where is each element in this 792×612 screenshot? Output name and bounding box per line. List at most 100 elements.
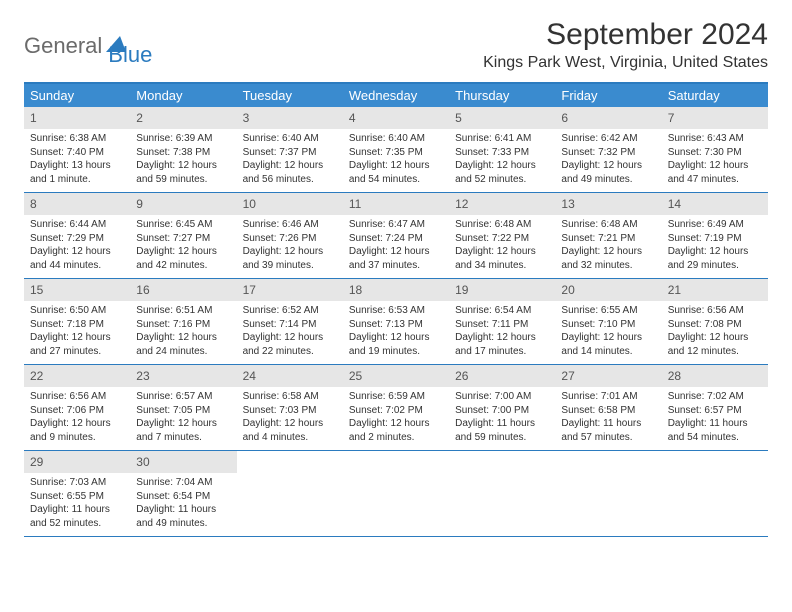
- sunrise-line: Sunrise: 7:00 AM: [455, 390, 549, 404]
- day-body: Sunrise: 6:43 AMSunset: 7:30 PMDaylight:…: [662, 129, 768, 192]
- day-cell: 15Sunrise: 6:50 AMSunset: 7:18 PMDayligh…: [24, 279, 130, 364]
- day-cell: 24 Sunrise: 6:58 AMSunset: 7:03 PMDayligh…: [237, 365, 343, 450]
- title-block: September 2024 Kings Park West, Virginia…: [483, 18, 768, 72]
- day-number-bar: 6: [555, 107, 661, 129]
- day-body: Sunrise: 6:40 AMSunset: 7:35 PMDaylight:…: [343, 129, 449, 192]
- day-body: Sunrise: 6:53 AMSunset: 7:13 PMDaylight:…: [343, 301, 449, 364]
- day-number: 1: [30, 111, 37, 125]
- day-cell: 13Sunrise: 6:48 AMSunset: 7:21 PMDayligh…: [555, 193, 661, 278]
- sunset-line: Sunset: 6:57 PM: [668, 404, 762, 418]
- day-number: 26: [455, 369, 468, 383]
- day-number-bar: 15: [24, 279, 130, 301]
- sunrise-line: Sunrise: 6:53 AM: [349, 304, 443, 318]
- day-cell: 1 Sunrise: 6:38 AMSunset: 7:40 PMDaylight…: [24, 107, 130, 192]
- day-cell-empty: [449, 451, 555, 536]
- daylight-line: Daylight: 12 hours and 9 minutes.: [30, 417, 124, 444]
- day-number: 28: [668, 369, 681, 383]
- daylight-line: Daylight: 12 hours and 34 minutes.: [455, 245, 549, 272]
- week-row: 1Sunrise: 6:38 AMSunset: 7:40 PMDaylight…: [24, 107, 768, 193]
- week-row: 15Sunrise: 6:50 AMSunset: 7:18 PMDayligh…: [24, 279, 768, 365]
- day-number: 7: [668, 111, 675, 125]
- day-number-bar: 2: [130, 107, 236, 129]
- sunrise-line: Sunrise: 6:49 AM: [668, 218, 762, 232]
- day-body: Sunrise: 7:01 AMSunset: 6:58 PMDaylight:…: [555, 387, 661, 450]
- day-cell: 14Sunrise: 6:49 AMSunset: 7:19 PMDayligh…: [662, 193, 768, 278]
- sunrise-line: Sunrise: 6:58 AM: [243, 390, 337, 404]
- day-number: 29: [30, 455, 43, 469]
- week-row: 22Sunrise: 6:56 AMSunset: 7:06 PMDayligh…: [24, 365, 768, 451]
- day-body: Sunrise: 7:00 AMSunset: 7:00 PMDaylight:…: [449, 387, 555, 450]
- day-body: Sunrise: 6:59 AMSunset: 7:02 PMDaylight:…: [343, 387, 449, 450]
- day-number-bar: 1: [24, 107, 130, 129]
- day-cell: 16Sunrise: 6:51 AMSunset: 7:16 PMDayligh…: [130, 279, 236, 364]
- day-number-bar: 9: [130, 193, 236, 215]
- daylight-line: Daylight: 12 hours and 49 minutes.: [561, 159, 655, 186]
- daylight-line: Daylight: 12 hours and 27 minutes.: [30, 331, 124, 358]
- sunset-line: Sunset: 6:55 PM: [30, 490, 124, 504]
- weeks-container: 1Sunrise: 6:38 AMSunset: 7:40 PMDaylight…: [24, 107, 768, 537]
- sunset-line: Sunset: 7:11 PM: [455, 318, 549, 332]
- day-body: Sunrise: 7:02 AMSunset: 6:57 PMDaylight:…: [662, 387, 768, 450]
- sunset-line: Sunset: 7:02 PM: [349, 404, 443, 418]
- sunrise-line: Sunrise: 6:57 AM: [136, 390, 230, 404]
- day-body: Sunrise: 6:51 AMSunset: 7:16 PMDaylight:…: [130, 301, 236, 364]
- daylight-line: Daylight: 11 hours and 52 minutes.: [30, 503, 124, 530]
- sunset-line: Sunset: 7:21 PM: [561, 232, 655, 246]
- weekday-header-cell: Monday: [130, 84, 236, 107]
- sunset-line: Sunset: 7:29 PM: [30, 232, 124, 246]
- day-cell: 26 Sunrise: 7:00 AMSunset: 7:00 PMDayligh…: [449, 365, 555, 450]
- weekday-header-cell: Saturday: [662, 84, 768, 107]
- day-body: Sunrise: 6:58 AMSunset: 7:03 PMDaylight:…: [237, 387, 343, 450]
- day-number-bar: 20: [555, 279, 661, 301]
- day-cell: 27Sunrise: 7:01 AMSunset: 6:58 PMDayligh…: [555, 365, 661, 450]
- sunset-line: Sunset: 7:37 PM: [243, 146, 337, 160]
- day-cell: 18Sunrise: 6:53 AMSunset: 7:13 PMDayligh…: [343, 279, 449, 364]
- weekday-header-cell: Thursday: [449, 84, 555, 107]
- week-row: 8Sunrise: 6:44 AMSunset: 7:29 PMDaylight…: [24, 193, 768, 279]
- sunset-line: Sunset: 7:30 PM: [668, 146, 762, 160]
- day-number: 20: [561, 283, 574, 297]
- day-cell: 20Sunrise: 6:55 AMSunset: 7:10 PMDayligh…: [555, 279, 661, 364]
- day-number-bar: 12: [449, 193, 555, 215]
- sunset-line: Sunset: 7:13 PM: [349, 318, 443, 332]
- sunset-line: Sunset: 7:08 PM: [668, 318, 762, 332]
- sunrise-line: Sunrise: 6:44 AM: [30, 218, 124, 232]
- sunrise-line: Sunrise: 6:55 AM: [561, 304, 655, 318]
- day-cell: 22Sunrise: 6:56 AMSunset: 7:06 PMDayligh…: [24, 365, 130, 450]
- daylight-line: Daylight: 11 hours and 59 minutes.: [455, 417, 549, 444]
- sunset-line: Sunset: 7:40 PM: [30, 146, 124, 160]
- weekday-header-cell: Wednesday: [343, 84, 449, 107]
- day-number-bar: 29: [24, 451, 130, 473]
- day-body: Sunrise: 6:45 AMSunset: 7:27 PMDaylight:…: [130, 215, 236, 278]
- sunset-line: Sunset: 7:38 PM: [136, 146, 230, 160]
- weekday-header-cell: Sunday: [24, 84, 130, 107]
- day-body: Sunrise: 6:42 AMSunset: 7:32 PMDaylight:…: [555, 129, 661, 192]
- weekday-header-cell: Tuesday: [237, 84, 343, 107]
- daylight-line: Daylight: 12 hours and 17 minutes.: [455, 331, 549, 358]
- day-number: 24: [243, 369, 256, 383]
- sunrise-line: Sunrise: 6:45 AM: [136, 218, 230, 232]
- day-number-bar: 3: [237, 107, 343, 129]
- sunrise-line: Sunrise: 6:38 AM: [30, 132, 124, 146]
- sunrise-line: Sunrise: 6:56 AM: [30, 390, 124, 404]
- sunrise-line: Sunrise: 6:52 AM: [243, 304, 337, 318]
- day-number-bar: 24: [237, 365, 343, 387]
- daylight-line: Daylight: 12 hours and 42 minutes.: [136, 245, 230, 272]
- day-cell-empty: [662, 451, 768, 536]
- logo-text-general: General: [24, 33, 102, 59]
- day-number: 11: [349, 197, 361, 211]
- day-body: Sunrise: 6:38 AMSunset: 7:40 PMDaylight:…: [24, 129, 130, 192]
- day-body: Sunrise: 6:54 AMSunset: 7:11 PMDaylight:…: [449, 301, 555, 364]
- daylight-line: Daylight: 12 hours and 52 minutes.: [455, 159, 549, 186]
- sunrise-line: Sunrise: 6:50 AM: [30, 304, 124, 318]
- day-body: Sunrise: 6:50 AMSunset: 7:18 PMDaylight:…: [24, 301, 130, 364]
- sunrise-line: Sunrise: 6:43 AM: [668, 132, 762, 146]
- sunrise-line: Sunrise: 6:51 AM: [136, 304, 230, 318]
- sunset-line: Sunset: 7:18 PM: [30, 318, 124, 332]
- daylight-line: Daylight: 11 hours and 49 minutes.: [136, 503, 230, 530]
- sunrise-line: Sunrise: 6:56 AM: [668, 304, 762, 318]
- sunset-line: Sunset: 7:32 PM: [561, 146, 655, 160]
- day-cell: 6Sunrise: 6:42 AMSunset: 7:32 PMDaylight…: [555, 107, 661, 192]
- day-cell: 29Sunrise: 7:03 AMSunset: 6:55 PMDayligh…: [24, 451, 130, 536]
- day-body: Sunrise: 6:52 AMSunset: 7:14 PMDaylight:…: [237, 301, 343, 364]
